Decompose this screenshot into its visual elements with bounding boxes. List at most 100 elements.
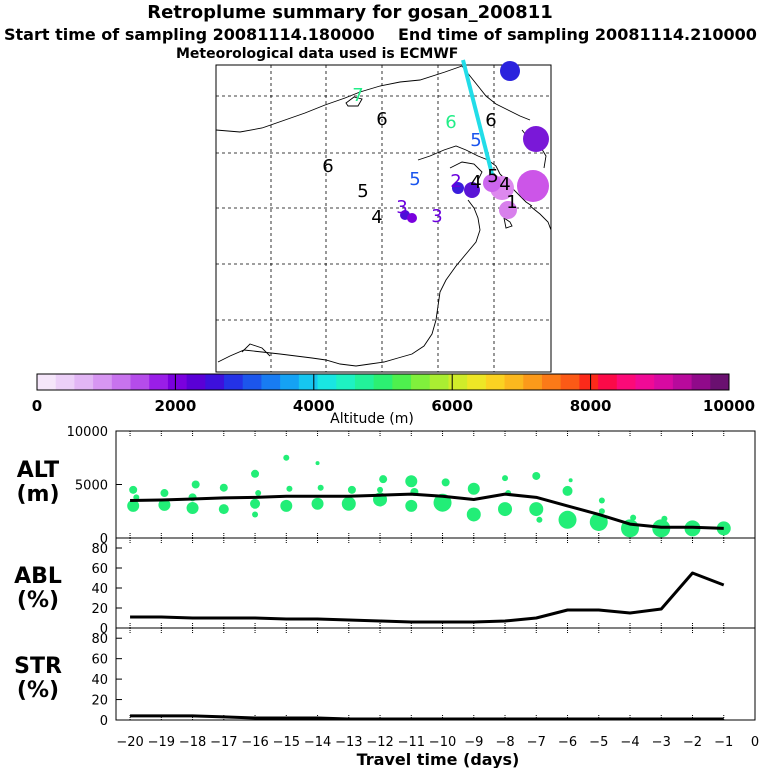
- plume-marker: [500, 61, 520, 81]
- alt-point: [379, 475, 388, 484]
- alt-point: [315, 461, 320, 466]
- map-label: 5: [470, 130, 481, 151]
- x-tick-label: −19: [148, 735, 175, 750]
- colorbar-swatch: [467, 374, 487, 390]
- map-label: 6: [376, 109, 387, 130]
- alt-point: [158, 498, 171, 511]
- colorbar-swatch: [373, 374, 393, 390]
- x-tick-label: −1: [714, 735, 733, 750]
- alt-point: [186, 502, 199, 515]
- panel-ylabel: (%): [17, 678, 59, 703]
- colorbar-swatch: [485, 374, 506, 390]
- alt-point: [377, 486, 384, 493]
- y-tick-label: 5000: [75, 479, 108, 494]
- colorbar-swatch: [149, 374, 169, 390]
- alt-point: [250, 498, 261, 509]
- colorbar-swatch: [354, 374, 375, 390]
- plume-marker: [452, 182, 464, 194]
- alt-point: [598, 497, 605, 504]
- alt-point: [568, 478, 573, 483]
- colorbar-swatch: [579, 374, 599, 390]
- colorbar-swatch: [317, 374, 337, 390]
- colorbar-swatch: [672, 374, 693, 390]
- colorbar-swatch: [55, 374, 75, 390]
- map-label: 5: [487, 166, 498, 187]
- alt-point: [502, 475, 509, 482]
- meteorology-label: Meteorological data used is ECMWF: [176, 46, 459, 62]
- alt-point: [598, 508, 605, 515]
- panel-ylabel: ABL: [14, 564, 62, 589]
- alt-point: [218, 504, 229, 515]
- map-label: 5: [357, 181, 368, 202]
- series-line: [130, 714, 724, 721]
- trajectory-path: [461, 59, 495, 179]
- alt-point: [589, 512, 608, 531]
- colorbar-swatch: [598, 374, 618, 390]
- x-tick-label: −14: [304, 735, 331, 750]
- map-label: 3: [431, 206, 442, 227]
- alt-point: [630, 514, 637, 521]
- colorbar-swatch: [186, 374, 206, 390]
- colorbar-swatch: [280, 374, 300, 390]
- panel-ylabel: (m): [16, 482, 59, 507]
- colorbar-swatch: [242, 374, 262, 390]
- x-tick-label: −6: [558, 735, 577, 750]
- plume-marker: [483, 174, 501, 192]
- colorbar-tick-label: 10000: [703, 397, 755, 415]
- colorbar-swatch: [74, 374, 94, 390]
- panel-ylabel: ALT: [17, 458, 59, 483]
- colorbar-swatch: [167, 374, 188, 390]
- plume-marker: [523, 126, 549, 152]
- colorbar-swatch: [111, 374, 132, 390]
- alt-point: [347, 485, 356, 494]
- map-label: 2: [450, 171, 461, 192]
- alt-point: [341, 496, 356, 511]
- x-tick-label: −20: [116, 735, 143, 750]
- alt-point: [405, 475, 418, 488]
- colorbar-swatch: [130, 374, 150, 390]
- alt-point: [532, 471, 541, 480]
- alt-point: [536, 516, 543, 523]
- y-tick-label: 20: [91, 694, 108, 709]
- colorbar-swatch: [224, 374, 244, 390]
- y-tick-label: 0: [100, 622, 108, 637]
- alt-point: [441, 478, 450, 487]
- x-tick-label: 0: [751, 735, 759, 750]
- colorbar-swatch: [261, 374, 281, 390]
- x-tick-label: −18: [179, 735, 206, 750]
- map-label: 4: [470, 172, 481, 193]
- x-tick-label: −2: [683, 735, 702, 750]
- colorbar-swatch: [205, 374, 225, 390]
- alt-point: [558, 510, 577, 529]
- alt-point: [252, 511, 259, 518]
- colorbar-swatch: [93, 374, 113, 390]
- alt-point: [498, 502, 513, 517]
- altitude-colorbar: 0 2000 4000 6000 8000 10000: [32, 373, 755, 415]
- panel-ylabel: STR: [14, 654, 62, 679]
- map-label: 7: [352, 85, 363, 106]
- colorbar-swatch: [616, 374, 636, 390]
- x-axis-label: Travel time (days): [357, 750, 520, 768]
- alt-point: [286, 485, 293, 492]
- x-tick-label: −3: [652, 735, 671, 750]
- x-tick-label: −13: [335, 735, 362, 750]
- colorbar-tick-label: 6000: [431, 397, 473, 415]
- x-tick-label: −5: [589, 735, 608, 750]
- map-label: 4: [371, 207, 382, 228]
- alt-point: [466, 507, 481, 522]
- colorbar-tick-label: 4000: [293, 397, 335, 415]
- panel-ylabel: (%): [17, 588, 59, 613]
- x-axis: −20 −19 −18 −17 −16 −15 −14 −13 −12 −11 −10 −9 −8 −7−…: [116, 735, 759, 768]
- y-tick-label: 10000: [67, 425, 108, 440]
- plume-marker: [517, 170, 549, 202]
- map-label: 6: [485, 110, 496, 131]
- colorbar-swatch: [336, 374, 356, 390]
- alt-point: [251, 469, 260, 478]
- colorbar-tick-label: 0: [32, 397, 42, 415]
- colorbar-swatch: [560, 374, 580, 390]
- alt-point: [191, 480, 200, 489]
- plume-markers: [400, 61, 549, 223]
- colorbar-swatch: [635, 374, 655, 390]
